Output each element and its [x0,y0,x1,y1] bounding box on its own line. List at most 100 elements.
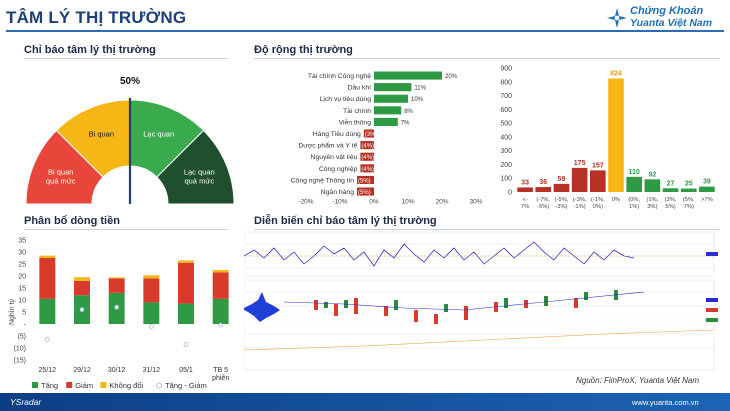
x-tick-label: -10% [332,199,347,206]
sector-label: Dầu khí [348,83,372,92]
sector-bar [357,175,374,184]
legend-swatch [32,382,38,388]
sector-label: Ngân hàng [321,189,354,196]
y-tick-label: (10) [14,346,26,353]
y-tick-label: 200 [500,162,512,169]
flow-bar-segment [74,280,90,296]
net-flow-marker [79,307,85,312]
sector-value-label: (5%) [358,190,371,196]
net-flow-marker [183,342,189,347]
sector-value-label: (4%) [361,155,374,161]
sector-bar [363,129,374,138]
distribution-category-label: 3%) [647,204,657,210]
footer-bar [0,393,730,411]
distribution-value-label: 157 [592,162,604,169]
logo-line-1: Chứng Khoán [630,5,704,17]
gauge-segment-label: quá mức [46,176,76,185]
flow-bar-segment [39,255,56,258]
flow-bar-segment [108,277,125,279]
sector-bar [360,141,374,150]
distribution-value-label: 824 [610,70,622,77]
flow-category-label: 30/12 [108,367,126,374]
flow-bar-segment [39,258,56,299]
sector-breadth-chart: Tài chính Công nghệ 20% Dầu khí 11% Lịch vụ … [291,71,483,206]
y-tick-label: (15) [14,358,26,365]
distribution-category-label: (-7%, [536,197,550,203]
section-title-sentiment: Chỉ báo tâm lý thị trường [24,44,156,56]
section-divider [24,229,228,230]
net-flow-marker [44,337,50,342]
net-flow-marker [148,324,154,329]
sector-value-label: (4%) [361,144,374,150]
legend-swatch [156,382,163,389]
distribution-category-label: -1%) [574,204,586,210]
flow-bar-segment [178,260,194,263]
y-tick-label: 35 [18,238,26,245]
distribution-category-label: (5%, [683,197,695,203]
x-tick-label: 10% [401,199,414,206]
distribution-category-label: (3%, [665,197,677,203]
net-flow-marker [114,304,120,310]
distribution-value-label: 33 [521,179,529,186]
flow-category-label: 05/1 [179,367,193,374]
y-tick-label: 10 [18,298,26,305]
y-tick-label: 300 [500,148,512,155]
distribution-category-label: -3%) [555,204,567,210]
flow-bar-segment [178,303,194,324]
gauge-value-label: 50% [120,76,140,87]
flow-category-label: 25/12 [39,367,57,374]
y-tick-label: 20 [18,274,26,281]
flow-category-label: 29/12 [73,367,91,374]
y-tick-label: 800 [500,79,512,86]
flow-bar-segment [178,262,194,304]
sector-bar [374,94,408,103]
distribution-bar [553,183,570,192]
y-tick-label: 600 [500,107,512,114]
distribution-category-label: 7%) [684,204,694,210]
flow-category-label: TB 5 [213,367,228,374]
sector-value-label: (3%) [365,132,378,138]
distribution-bar [590,170,606,192]
y-tick-label: 15 [18,286,26,293]
gauge-segment-label: Lạc quan [143,130,174,139]
legend-label: Tăng - Giảm [165,381,207,390]
sector-bar [374,117,398,126]
section-divider [254,229,720,230]
flow-bar-segment [143,278,160,303]
y-tick-label: 5 [22,310,26,317]
distribution-bar [662,188,679,192]
legend-label: Tăng [41,381,58,390]
flow-bar-segment [39,298,56,324]
distribution-value-label: 59 [558,176,566,183]
sector-value-label: (4%) [361,167,374,173]
flow-bar-segment [108,278,125,293]
distribution-bar [626,176,642,192]
sector-bar [360,152,374,161]
distribution-category-label: >7% [701,197,713,203]
x-tick-label: 0% [369,199,379,206]
distribution-bar [608,78,624,192]
gauge-segment-label: Bi quan [89,130,114,139]
distribution-category-label: <- [522,197,527,203]
distribution-value-label: 27 [667,180,675,187]
x-tick-label: 30% [469,199,482,206]
sector-label: Dược phẩm và Y tế [298,141,357,150]
y-tick-label: (5) [17,334,26,341]
gauge-segment [156,129,235,205]
y-tick-label: 30 [18,250,26,257]
y-tick-label: 0 [508,190,512,197]
y-tick-label: 500 [500,121,512,128]
sector-bar [374,106,402,115]
y-tick-label: - [24,322,27,329]
y-axis-label: Nghìn tỷ [9,298,16,325]
sector-value-label: 11% [414,86,426,92]
distribution-value-label: 36 [539,179,547,186]
footer-left-text: YSradar [10,397,42,407]
gauge-segment-label: Bi quan [48,167,73,176]
logo-line-2: Yuanta Việt Nam [630,17,713,29]
distribution-category-label: (1%, [646,197,658,203]
distribution-category-label: 7% [521,204,529,210]
sector-value-label: 8% [404,109,413,115]
sector-bar [357,187,374,196]
